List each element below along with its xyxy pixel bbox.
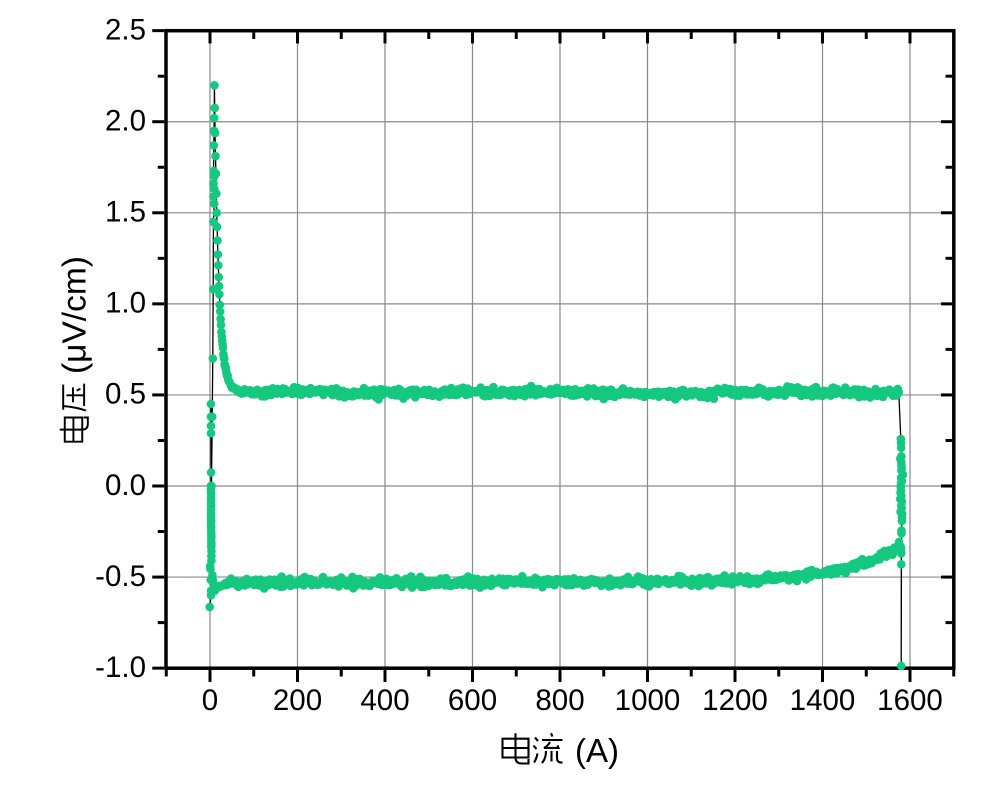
svg-text:-1.0: -1.0: [95, 651, 146, 684]
svg-text:1.0: 1.0: [105, 287, 146, 320]
svg-text:400: 400: [360, 684, 409, 717]
svg-text:800: 800: [535, 684, 584, 717]
svg-text:0.5: 0.5: [105, 378, 146, 411]
svg-text:(μV/cm): (μV/cm): [57, 256, 94, 374]
svg-text:0.0: 0.0: [105, 469, 146, 502]
svg-text:-0.5: -0.5: [95, 560, 146, 593]
svg-text:0: 0: [202, 684, 218, 717]
svg-text:1000: 1000: [615, 684, 681, 717]
svg-text:200: 200: [273, 684, 322, 717]
svg-text:1400: 1400: [790, 684, 856, 717]
svg-text:(A): (A): [575, 732, 619, 769]
svg-text:600: 600: [448, 684, 497, 717]
svg-text:1.5: 1.5: [105, 196, 146, 229]
svg-text:1200: 1200: [702, 684, 768, 717]
svg-text:2.5: 2.5: [105, 14, 146, 47]
svg-text:1600: 1600: [877, 684, 943, 717]
svg-text:2.0: 2.0: [105, 105, 146, 138]
